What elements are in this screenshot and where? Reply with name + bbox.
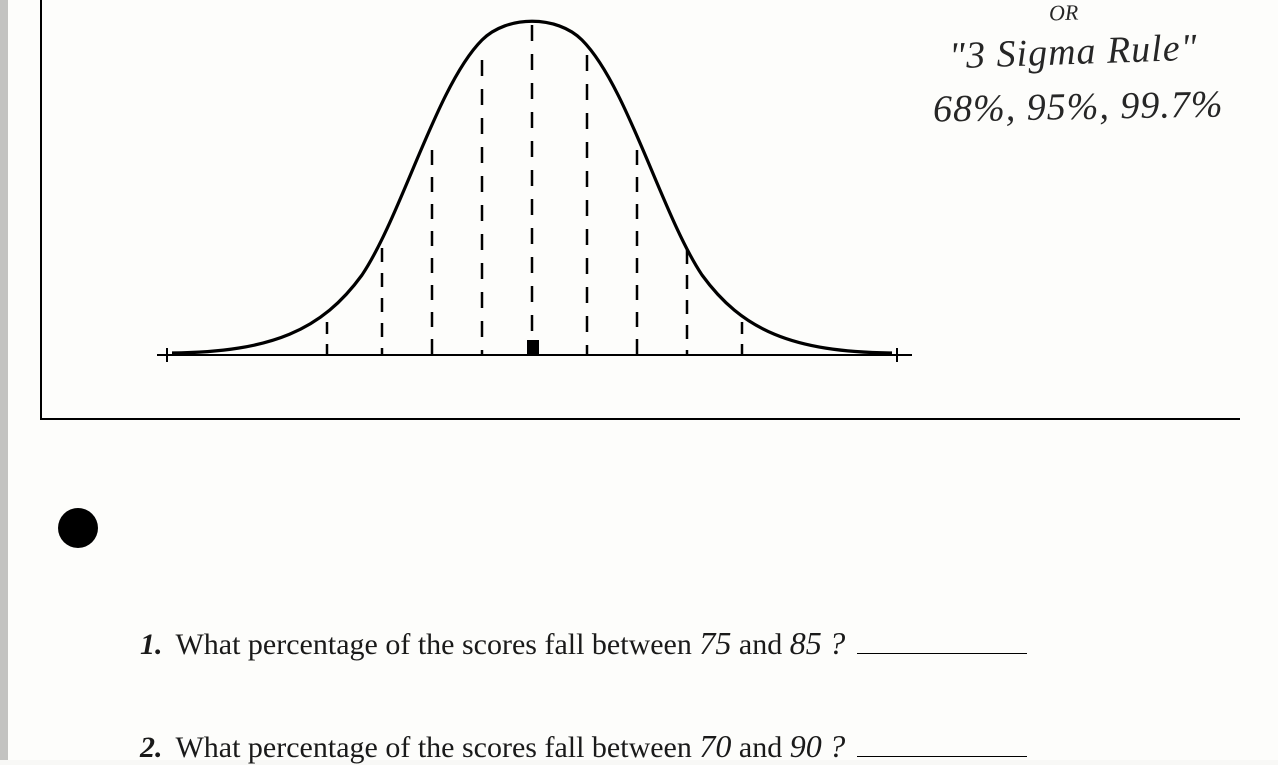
q2-value-b: 90 xyxy=(790,728,822,764)
q1-number: 1. xyxy=(140,628,163,661)
q2-value-a: 70 xyxy=(699,728,731,764)
note-sigma-rule: "3 Sigma Rule" xyxy=(949,26,1199,79)
q2-number: 2. xyxy=(140,731,163,764)
question-1: 1. What percentage of the scores fall be… xyxy=(140,625,1190,662)
q1-value-b: 85 xyxy=(790,625,822,661)
q1-value-a: 75 xyxy=(699,625,731,661)
note-or: OR xyxy=(1048,0,1078,27)
hole-punch-dot xyxy=(58,508,98,548)
bell-curve-path xyxy=(172,21,892,353)
q1-text-a: What percentage of the scores fall betwe… xyxy=(175,628,699,661)
q1-qmark: ? xyxy=(829,625,845,661)
q2-text-a: What percentage of the scores fall betwe… xyxy=(175,731,699,764)
q1-text-mid: and xyxy=(739,628,790,661)
q2-text-mid: and xyxy=(739,731,790,764)
q2-qmark: ? xyxy=(829,728,845,764)
scan-edge-shadow xyxy=(0,0,8,760)
center-mark xyxy=(527,340,539,356)
q2-answer-blank[interactable] xyxy=(857,735,1027,757)
question-2: 2. What percentage of the scores fall be… xyxy=(140,728,1190,765)
q1-answer-blank[interactable] xyxy=(857,632,1027,654)
note-percentages: 68%, 95%, 99.7% xyxy=(932,82,1223,131)
worksheet-page: OR "3 Sigma Rule" 68%, 95%, 99.7% 1. Wha… xyxy=(0,0,1278,760)
